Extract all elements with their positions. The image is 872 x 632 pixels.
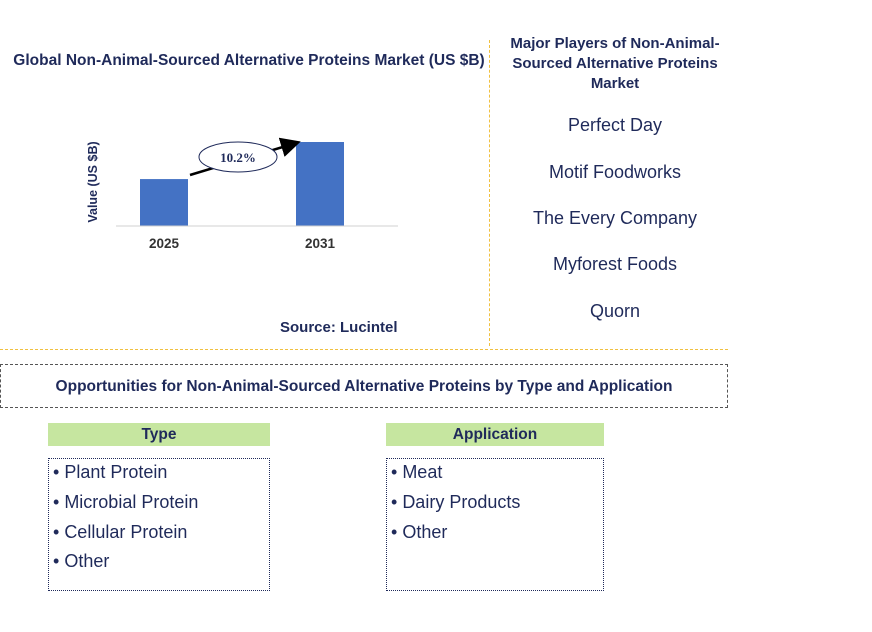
player-item: Motif Foodworks (548, 162, 682, 182)
player-item: Quorn (589, 301, 641, 321)
bar-chart: 10.2% Value (US $B) 2025 2031 (86, 137, 398, 251)
application-item: • Other (391, 522, 448, 542)
opportunities-title: Opportunities for Non-Animal-Sourced Alt… (55, 378, 673, 395)
type-item: • Microbial Protein (53, 492, 199, 512)
cagr-label: 10.2% (220, 150, 256, 165)
cagr-ellipse (198, 141, 278, 173)
application-item: • Meat (391, 462, 443, 482)
chart-title: Global Non-Animal-Sourced Alternative Pr… (13, 52, 485, 69)
bar-2031 (296, 142, 344, 226)
player-item: The Every Company (532, 208, 698, 228)
bar-2025 (140, 179, 188, 226)
type-header: Type (48, 423, 270, 446)
players-title: Major Players of Non-Animal-Sourced Alte… (510, 35, 720, 92)
type-item: • Other (53, 551, 110, 571)
application-list: • Meat • Dairy Products • Other (386, 458, 604, 591)
type-item: • Plant Protein (53, 462, 168, 482)
type-item: • Cellular Protein (53, 522, 188, 542)
application-header: Application (386, 423, 604, 446)
application-item: • Dairy Products (391, 492, 521, 512)
player-item: Myforest Foods (552, 254, 678, 274)
player-item: Perfect Day (567, 115, 663, 135)
source-label: Source: Lucintel (280, 319, 398, 336)
horizontal-divider (0, 349, 728, 350)
y-axis-label: Value (US $B) (86, 141, 100, 222)
x-tick-label: 2025 (149, 236, 180, 251)
x-tick-label: 2031 (305, 236, 336, 251)
type-list: • Plant Protein • Microbial Protein • Ce… (48, 458, 270, 591)
opportunities-box (0, 364, 728, 408)
vertical-divider (489, 40, 490, 346)
